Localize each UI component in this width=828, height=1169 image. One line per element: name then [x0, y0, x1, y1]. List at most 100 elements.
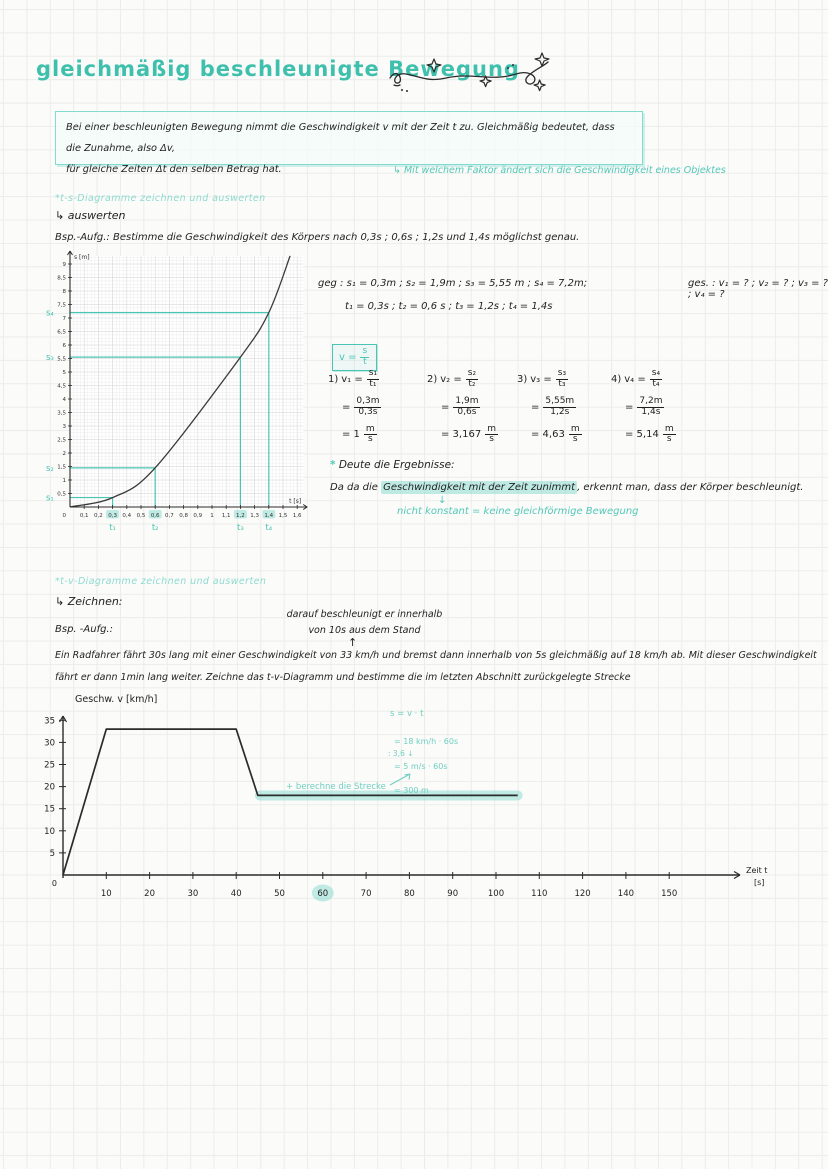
svg-text:4,5: 4,5	[57, 384, 66, 390]
svg-text:s₂: s₂	[46, 464, 54, 474]
calc-fraction: s₂ t₂	[465, 368, 479, 389]
svg-text:1,6: 1,6	[293, 513, 302, 519]
svg-text:20: 20	[44, 783, 55, 793]
svg-text:6,5: 6,5	[57, 330, 66, 336]
svg-text:30: 30	[187, 889, 198, 899]
ts-diagram: s₁ t₁ s₂ t₂ s₃ t₃ s₄ t₄ 0,1 0,2 0,3 0,4 0,5 0,6 0,7 0,8…	[46, 250, 308, 533]
sought-values: ges. : v₁ = ? ; v₂ = ? ; v₃ = ? ; v₄ = ?	[688, 278, 828, 300]
svg-text:8,5: 8,5	[57, 276, 66, 282]
svg-text:1,1: 1,1	[222, 513, 231, 519]
calc-label: 4)	[611, 373, 622, 385]
time-values: t₁ = 0,3s ; t₂ = 0,6 s ; t₃ = 1,2s ; t₄ …	[345, 301, 553, 312]
interpret-note: nicht konstant = keine gleichförmige Bew…	[397, 506, 639, 517]
svg-text:1: 1	[210, 513, 214, 519]
svg-text:7: 7	[63, 316, 67, 322]
svg-text:0,3: 0,3	[108, 513, 117, 519]
svg-text:s₃: s₃	[46, 353, 54, 363]
calc-lhs: v₄ =	[624, 373, 646, 385]
svg-text:10: 10	[44, 827, 55, 837]
section-header-ts: *t-s-Diagramme zeichnen und auswerten	[55, 193, 266, 204]
inline-annotation: darauf beschleunigt er innerhalb von 10s…	[286, 609, 443, 636]
svg-text:0,9: 0,9	[193, 513, 202, 519]
svg-text:= 5 m/s · 60s: = 5 m/s · 60s	[394, 762, 448, 771]
svg-text:1,4: 1,4	[264, 513, 273, 519]
subheading-auswerten: ↳ auswerten	[55, 209, 126, 222]
svg-text:t [s]: t [s]	[289, 498, 301, 505]
svg-text:t₂: t₂	[152, 523, 159, 533]
svg-text:1,2: 1,2	[236, 513, 245, 519]
svg-text:s₁: s₁	[46, 494, 54, 504]
svg-text:t₃: t₃	[237, 523, 244, 533]
highlighted-phrase: Geschwindigkeit mit der Zeit zunimmt	[381, 481, 578, 494]
svg-text:0,4: 0,4	[122, 513, 131, 519]
svg-text:120: 120	[574, 889, 590, 899]
svg-text:t₄: t₄	[265, 523, 272, 533]
svg-text:50: 50	[274, 889, 285, 899]
calc-fraction: s₄ t₄	[649, 368, 663, 389]
calc-lhs: v₃ =	[530, 373, 552, 385]
svg-text:40: 40	[231, 889, 242, 899]
formula-box: v = s t	[332, 344, 378, 371]
equals-sign: =	[531, 401, 540, 413]
svg-text:35: 35	[44, 716, 55, 726]
interpret-sentence: Da da die Geschwindigkeit mit der Zeit z…	[330, 481, 804, 494]
svg-text:4: 4	[63, 397, 67, 403]
svg-text:30: 30	[44, 738, 55, 748]
bsp-label: Bsp. -Aufg.:	[55, 624, 113, 635]
svg-text:s [m]: s [m]	[74, 254, 90, 261]
svg-text:3: 3	[63, 424, 67, 430]
star-bullet: *	[330, 459, 336, 471]
svg-text:Zeit t: Zeit t	[746, 866, 767, 875]
svg-text:3,5: 3,5	[57, 411, 66, 417]
calc-label: 3)	[517, 373, 528, 385]
equals-sign: =	[441, 401, 450, 413]
calculation-3: 3) v₃ = s₃ t₃ = 5,55m 1,2s = 4,63 m s	[517, 368, 613, 452]
svg-text:7,5: 7,5	[57, 303, 66, 309]
svg-text:100: 100	[488, 889, 504, 899]
svg-text:150: 150	[661, 889, 677, 899]
calc-label: 2)	[427, 373, 438, 385]
svg-text:0,7: 0,7	[165, 513, 174, 519]
svg-text:20: 20	[144, 889, 155, 899]
svg-text:t₁: t₁	[109, 523, 116, 533]
definition-box: Bei einer beschleunigten Bewegung nimmt …	[55, 111, 643, 175]
calc-lhs: v₂ =	[440, 373, 462, 385]
svg-text:= 18 km/h · 60s: = 18 km/h · 60s	[394, 737, 458, 746]
stars-doodle-icon	[389, 52, 550, 92]
svg-text:8: 8	[63, 289, 67, 295]
svg-text:0,5: 0,5	[137, 513, 146, 519]
interpret-header: * Deute die Ergebnisse:	[330, 459, 455, 471]
svg-text:s = v · t: s = v · t	[390, 709, 424, 719]
svg-text:6: 6	[63, 343, 67, 349]
svg-text:Geschw. v [km/h]: Geschw. v [km/h]	[75, 694, 157, 705]
svg-text:0,8: 0,8	[179, 513, 188, 519]
svg-text:: 3,6 ↓: : 3,6 ↓	[388, 749, 414, 758]
svg-text:140: 140	[618, 889, 634, 899]
formula-fraction: s t	[360, 346, 370, 367]
equals-sign: =	[342, 401, 351, 413]
calc-fraction: 7,2m 1,4s	[637, 395, 665, 417]
svg-text:1,5: 1,5	[57, 465, 66, 471]
svg-text:0,5: 0,5	[57, 492, 66, 498]
svg-text:0: 0	[52, 879, 57, 888]
svg-text:70: 70	[361, 889, 372, 899]
svg-text:1: 1	[63, 478, 67, 484]
svg-text:1,3: 1,3	[250, 513, 259, 519]
calc-fraction: s₃ t₃	[555, 368, 569, 389]
calc-fraction: 0,3m 0,3s	[354, 395, 382, 417]
svg-text:110: 110	[531, 889, 547, 899]
tv-task-line-2: fährt er dann 1min lang weiter. Zeichne …	[55, 672, 631, 683]
svg-text:5,5: 5,5	[57, 357, 66, 363]
svg-text:= 300 m: = 300 m	[394, 786, 429, 795]
margin-note: ↳ Mit welchem Faktor ändert sich die Ges…	[393, 165, 726, 176]
calc-label: 1)	[328, 373, 339, 385]
svg-text:1,5: 1,5	[279, 513, 288, 519]
calc-lhs: v₁ =	[341, 373, 363, 385]
svg-text:80: 80	[404, 889, 415, 899]
